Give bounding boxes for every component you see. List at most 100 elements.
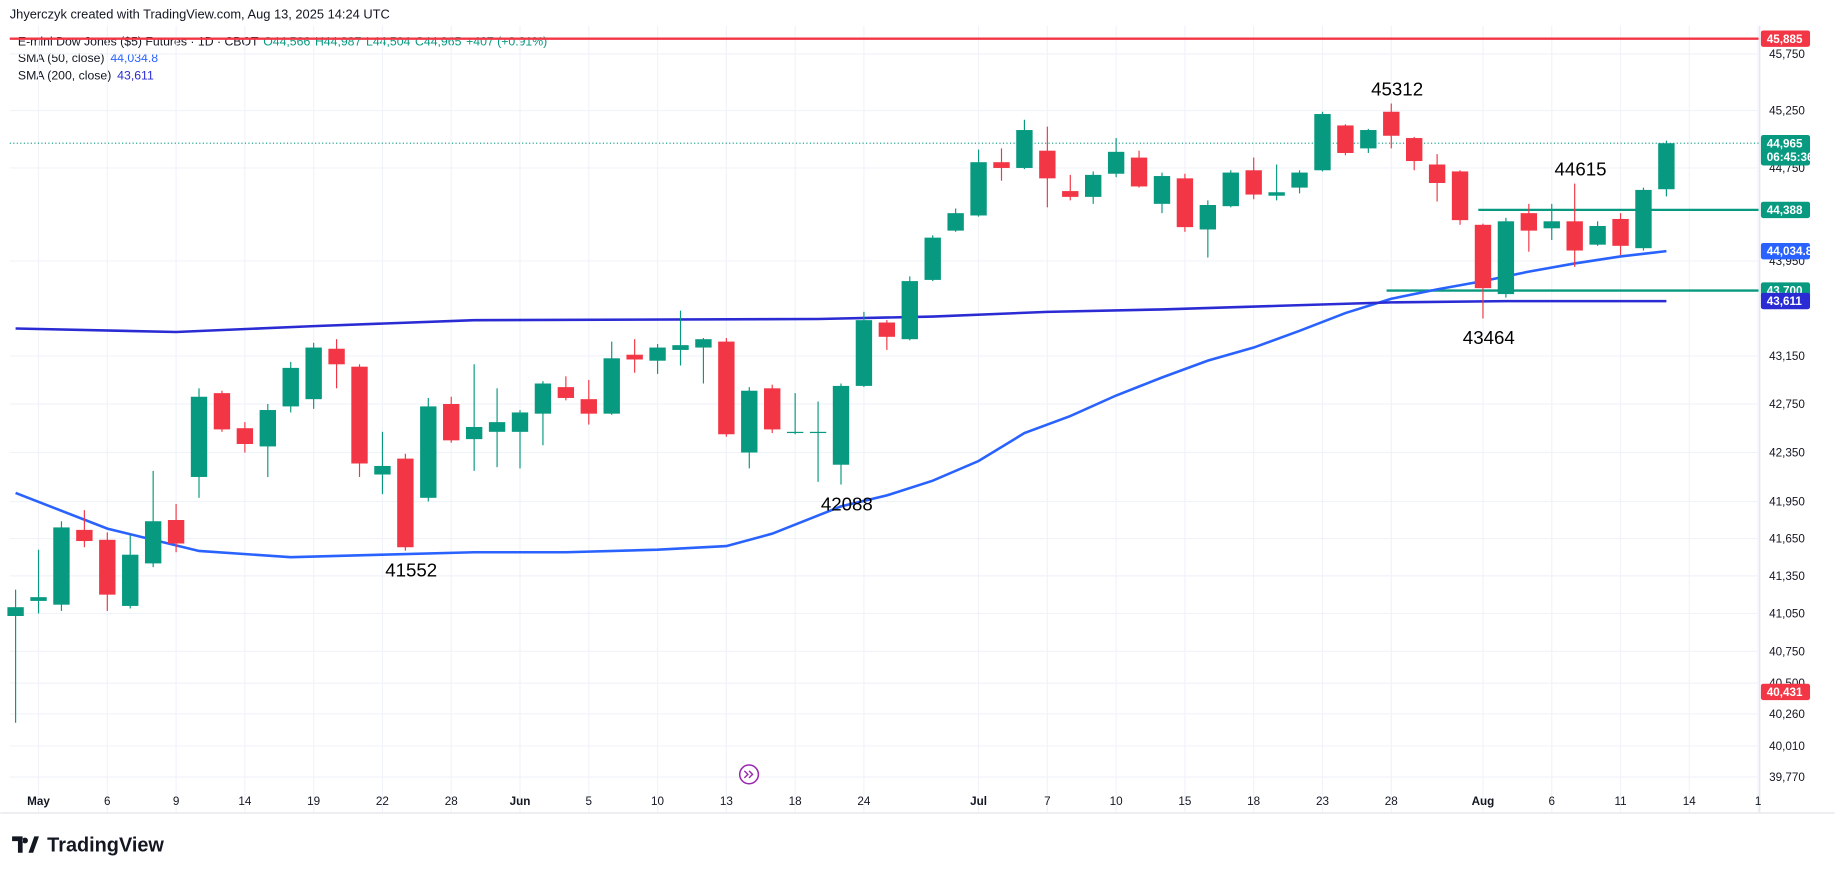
candle-body	[443, 403, 460, 441]
candle	[213, 390, 231, 432]
candle	[1543, 203, 1560, 240]
price-tag-label: 44,965	[1767, 137, 1803, 150]
candle-body	[1291, 172, 1308, 188]
candle-body	[420, 406, 437, 498]
candle-body	[993, 162, 1010, 168]
x-tick-label: 5	[586, 795, 593, 808]
candle	[190, 388, 208, 498]
legend-value: 44,034.8	[110, 51, 158, 65]
candle-body	[328, 348, 345, 365]
y-tick-label: 42,350	[1769, 447, 1805, 460]
y-tick-label: 40,010	[1769, 740, 1805, 753]
candle	[1406, 136, 1423, 171]
brand-icon	[12, 836, 39, 853]
annotation: 43464	[1463, 327, 1515, 348]
ohlc-value: O44,566	[263, 35, 310, 49]
brand: TradingView	[47, 835, 164, 857]
price-tag-label: 40,431	[1767, 686, 1803, 699]
candle	[53, 521, 70, 611]
replay-icon[interactable]	[738, 764, 760, 785]
candle-body	[1107, 151, 1125, 174]
candle	[465, 364, 483, 471]
candle	[695, 337, 712, 384]
price-tag	[1760, 201, 1811, 219]
candle	[420, 397, 437, 502]
y-tick-label: 45,750	[1769, 48, 1805, 61]
candle-body	[99, 539, 116, 595]
candle	[76, 510, 93, 548]
candle-body	[259, 410, 276, 447]
price-tag	[1760, 242, 1811, 260]
brand-logo: TradingView	[12, 835, 164, 857]
candle-body	[603, 358, 620, 414]
plot: 45312 44615 43464 42088 41552	[7, 37, 1759, 723]
candle	[1314, 111, 1331, 172]
candle	[1176, 173, 1194, 232]
candle-body	[626, 354, 643, 360]
candle	[672, 310, 689, 366]
candle-body	[1199, 205, 1217, 230]
candle-body	[1612, 218, 1629, 246]
candle	[1474, 223, 1492, 319]
candle	[305, 342, 322, 409]
candle	[1222, 170, 1239, 208]
candle-body	[1222, 172, 1239, 207]
candle	[1268, 164, 1285, 201]
candle	[1291, 170, 1308, 194]
y-tick-label: 41,650	[1769, 533, 1805, 546]
x-tick-label: 6	[104, 795, 111, 808]
candle	[534, 381, 552, 446]
price-tag	[1760, 135, 1811, 166]
annotation: 44615	[1555, 158, 1607, 179]
candle	[1566, 183, 1583, 267]
candle-body	[1130, 157, 1148, 187]
candle	[1383, 103, 1400, 149]
candle-body	[1085, 174, 1102, 197]
x-tick-label: 11	[1614, 795, 1626, 808]
candle	[236, 422, 254, 453]
annotation: 41552	[385, 559, 437, 580]
y-tick-label: 43,150	[1769, 350, 1805, 363]
legend-title: E-mini Dow Jones ($5) Futures · 1D · CBO…	[18, 35, 259, 49]
candle-body	[76, 529, 93, 542]
x-tick-label: 24	[857, 795, 871, 808]
y-tick-label: 41,050	[1769, 608, 1805, 621]
candle-body	[1016, 130, 1033, 168]
legend-value: 43,611	[117, 69, 154, 83]
axes: 45,75045,25044,75043,95043,15042,75042,3…	[27, 30, 1814, 808]
y-tick-label: 40,750	[1769, 645, 1805, 658]
candle-body	[1383, 111, 1400, 136]
candle-body	[1406, 138, 1423, 162]
candle-body	[1314, 114, 1331, 171]
replay-arrows	[743, 770, 754, 779]
candle	[1153, 172, 1171, 214]
candle	[443, 396, 460, 443]
candle-body	[534, 383, 552, 414]
candle-body	[695, 339, 712, 348]
candle-body	[580, 399, 597, 414]
candle	[1658, 140, 1675, 197]
price-tag-label: 44,034.8	[1767, 245, 1813, 258]
x-tick-label: 10	[1110, 795, 1124, 808]
price-tag-label: 45,885	[1767, 33, 1803, 46]
x-tick-label: Jun	[510, 795, 531, 808]
candle-body	[7, 607, 24, 616]
candle	[832, 383, 850, 485]
candle	[970, 149, 987, 217]
candle	[1039, 126, 1056, 208]
candle	[511, 410, 529, 469]
price-tag-label: 44,388	[1767, 204, 1803, 217]
candle-body	[167, 520, 185, 544]
candle	[488, 388, 506, 468]
y-tick-label: 40,260	[1769, 708, 1805, 721]
candle	[1451, 170, 1469, 225]
candle	[144, 470, 162, 568]
x-tick-label: 23	[1316, 795, 1329, 808]
candle-body	[1520, 213, 1538, 231]
credit: Jhyerczyk created with TradingView.com, …	[10, 7, 390, 22]
y-tick-label: 39,770	[1769, 771, 1805, 784]
x-tick-label: 22	[376, 795, 389, 808]
candle-body	[1428, 164, 1446, 183]
